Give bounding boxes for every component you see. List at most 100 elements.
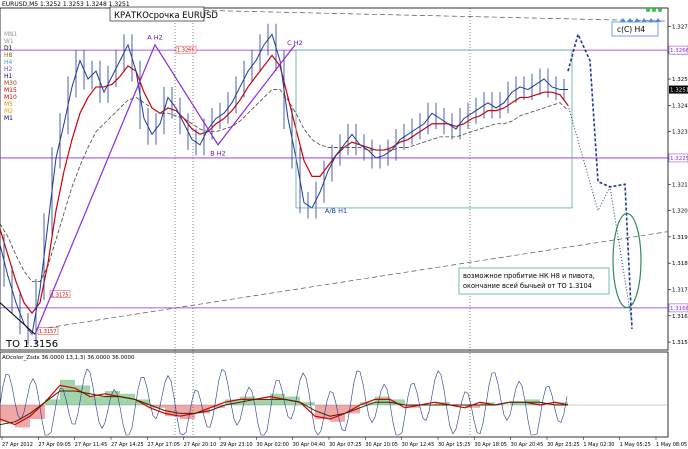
y-tick-label: 1.3245 bbox=[672, 103, 688, 109]
current-price-label: 1.3251 bbox=[670, 88, 688, 94]
level-box bbox=[668, 45, 688, 55]
y-tick-label: 1.3165 bbox=[672, 314, 688, 320]
current-price-box bbox=[669, 85, 688, 94]
osc-hist-bar bbox=[60, 379, 75, 405]
osc-hist-bar bbox=[165, 405, 180, 417]
timeframe-label: H1 bbox=[4, 73, 13, 80]
x-tick-label: 1 May 02:30 bbox=[583, 442, 614, 448]
timeframe-label: MN1 bbox=[4, 31, 18, 38]
x-tick-label: 27 Apr 20:10 bbox=[184, 442, 217, 448]
x-tick-label: 1 May 05:25 bbox=[620, 442, 651, 448]
price-mark-label: 1.3175 bbox=[51, 292, 69, 298]
level-box bbox=[668, 153, 688, 163]
osc-hist-bar bbox=[90, 396, 105, 405]
oscillator-label: AOcolor_Zsdx 36.0000 13,1,3) 36.0000 36.… bbox=[2, 355, 135, 361]
timeframe-label: M10 bbox=[4, 94, 17, 101]
timeframe-label: M1 bbox=[4, 115, 13, 122]
osc-hist-bar bbox=[360, 402, 375, 405]
forecast-box bbox=[458, 267, 610, 295]
symbol-header: EURUSD,M5 1.3252 1.3253 1.3248 1.3251 bbox=[2, 1, 130, 8]
y-tick-label: 1.3155 bbox=[672, 340, 688, 346]
up-arrow-icon bbox=[648, 18, 654, 22]
timeframe-label: M5 bbox=[4, 101, 13, 108]
title-box bbox=[109, 6, 205, 22]
x-tick-label: 27 Apr 11:45 bbox=[75, 442, 108, 448]
timeframe-label: M2 bbox=[4, 108, 13, 115]
up-arrow-icon bbox=[620, 18, 626, 22]
price-mark-box bbox=[175, 45, 197, 54]
osc-hist-bar bbox=[510, 402, 525, 405]
ch4-label: c(C) H4 bbox=[617, 25, 645, 34]
forecast-dotted bbox=[567, 105, 633, 324]
wave-label: C H2 bbox=[287, 39, 303, 47]
timeframe-label: D1 bbox=[4, 45, 13, 52]
osc-hist-bar bbox=[45, 399, 60, 405]
forecast-path bbox=[567, 31, 633, 329]
main-panel-frame bbox=[0, 7, 669, 351]
to-label: ТО 1.3156 bbox=[5, 339, 58, 350]
up-arrow-icon bbox=[627, 18, 633, 22]
y-tick-label: 1.3235 bbox=[672, 130, 688, 136]
osc-hist-bar bbox=[375, 396, 390, 405]
x-tick-label: 29 Apr 23:10 bbox=[220, 442, 253, 448]
price-line bbox=[0, 33, 568, 336]
x-tick-label: 30 Apr 15:25 bbox=[438, 442, 471, 448]
y-tick-label: 1.3255 bbox=[672, 77, 688, 83]
price-mark-label: 1.3157 bbox=[39, 329, 57, 335]
dashed-trendline bbox=[39, 231, 669, 330]
osc-hist-bar bbox=[255, 399, 270, 405]
osc-hist-bar bbox=[390, 399, 405, 405]
level-label: 1.3266 bbox=[670, 48, 688, 54]
green-ellipse bbox=[612, 212, 642, 309]
osc-dark-line bbox=[0, 390, 568, 426]
wave-box bbox=[295, 49, 573, 209]
price-mark-box bbox=[37, 327, 59, 335]
status-dot bbox=[658, 8, 662, 12]
dashed-trendline bbox=[99, 7, 669, 22]
wave-line bbox=[34, 43, 296, 335]
x-tick-label: 1 May 08:05 bbox=[656, 442, 687, 448]
y-tick-label: 1.3275 bbox=[672, 24, 688, 30]
x-tick-label: 30 Apr 07:25 bbox=[329, 442, 362, 448]
up-arrow-icon bbox=[641, 18, 647, 22]
wave-label: B H2 bbox=[210, 149, 226, 157]
oscillator-panel-frame bbox=[0, 351, 669, 438]
wave-line-black bbox=[0, 302, 36, 335]
x-tick-label: 30 Apr 23:25 bbox=[547, 442, 580, 448]
x-tick-label: 30 Apr 20:45 bbox=[511, 442, 544, 448]
status-dot bbox=[646, 8, 650, 12]
timeframe-label: M15 bbox=[4, 87, 17, 94]
osc-hist-bar bbox=[300, 402, 315, 405]
wave-label: A H2 bbox=[147, 34, 163, 42]
x-tick-label: 30 Apr 02:00 bbox=[256, 442, 289, 448]
x-tick-label: 30 Apr 04:40 bbox=[293, 442, 326, 448]
x-tick-label: 30 Apr 12:45 bbox=[402, 442, 435, 448]
timeframe-label: M30 bbox=[4, 80, 17, 87]
y-tick-label: 1.3185 bbox=[672, 261, 688, 267]
x-tick-label: 30 Apr 10:05 bbox=[365, 442, 398, 448]
osc-hist-bar bbox=[210, 405, 225, 408]
level-label: 1.3225 bbox=[670, 156, 688, 162]
y-tick-label: 1.3175 bbox=[672, 287, 688, 293]
up-arrow-icon bbox=[634, 18, 640, 22]
y-tick-label: 1.3195 bbox=[672, 235, 688, 241]
y-tick-label: 1.3205 bbox=[672, 209, 688, 215]
timeframe-label: H8 bbox=[4, 52, 13, 59]
x-tick-label: 27 Apr 17:05 bbox=[147, 442, 180, 448]
y-tick-label: 1.3215 bbox=[672, 182, 688, 188]
price-mark-label: 1.3266 bbox=[177, 48, 195, 54]
osc-hist-bar bbox=[465, 405, 480, 408]
forecast-line-2: окончание всей бычьей от ТО 1.3104 bbox=[463, 282, 592, 290]
x-tick-label: 30 Apr 18:05 bbox=[474, 442, 507, 448]
forecast-line-1: возможное пробитие НК Н8 и пивота, bbox=[463, 272, 595, 280]
ch4-box bbox=[611, 21, 659, 37]
osc-hist-bar bbox=[315, 405, 330, 419]
price-mark-box bbox=[49, 290, 71, 298]
chart-title: КРАТКОсрочка EURUSD bbox=[114, 11, 218, 21]
x-tick-label: 27 Apr 09:05 bbox=[38, 442, 71, 448]
timeframe-label: H4 bbox=[4, 59, 13, 66]
up-arrow-icon bbox=[655, 18, 661, 22]
timeframe-label: W1 bbox=[4, 38, 14, 45]
wave-label: A/B H1 bbox=[325, 207, 347, 215]
